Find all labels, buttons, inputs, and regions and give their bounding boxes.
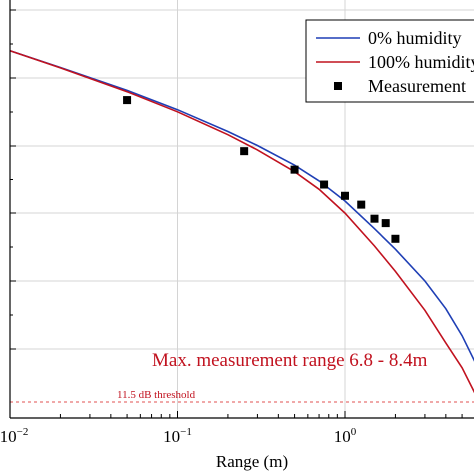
- measurement-point: [123, 96, 132, 105]
- measurement-markers: [123, 96, 400, 243]
- legend: 0% humidity 100% humidity Measurement: [305, 19, 474, 103]
- max-range-annotation: Max. measurement range 6.8 - 8.4m: [152, 350, 428, 371]
- series-line: [9, 49, 474, 394]
- measurement-point: [391, 234, 400, 243]
- x-tick-label: 100: [334, 426, 357, 446]
- measurement-point: [290, 165, 299, 174]
- measurement-point: [370, 214, 379, 223]
- tick-base: 10: [0, 427, 17, 446]
- tick-base: 10: [334, 427, 351, 446]
- measurement-point: [341, 191, 349, 200]
- legend-swatch-marker: [334, 82, 342, 90]
- series-line: [9, 49, 474, 362]
- axes: 10−2 10−1 100: [0, 0, 474, 446]
- series-lines: [9, 49, 474, 394]
- legend-entry: 100% humidity: [368, 52, 474, 72]
- tick-exponent: −1: [180, 426, 192, 438]
- tick-exponent: 0: [351, 426, 357, 438]
- x-axis-label: Range (m): [216, 452, 288, 471]
- legend-entry: 0% humidity: [368, 28, 462, 48]
- threshold-label: 11.5 dB threshold: [117, 389, 196, 401]
- measurement-point: [240, 147, 249, 156]
- tick-exponent: −2: [17, 426, 29, 438]
- measurement-point: [320, 180, 329, 189]
- tick-base: 10: [163, 427, 180, 446]
- x-tick-label: 10−1: [163, 426, 192, 446]
- x-tick-label: 10−2: [0, 426, 28, 446]
- measurement-point: [381, 219, 390, 228]
- legend-entry: Measurement: [368, 76, 466, 96]
- measurement-point: [357, 200, 366, 209]
